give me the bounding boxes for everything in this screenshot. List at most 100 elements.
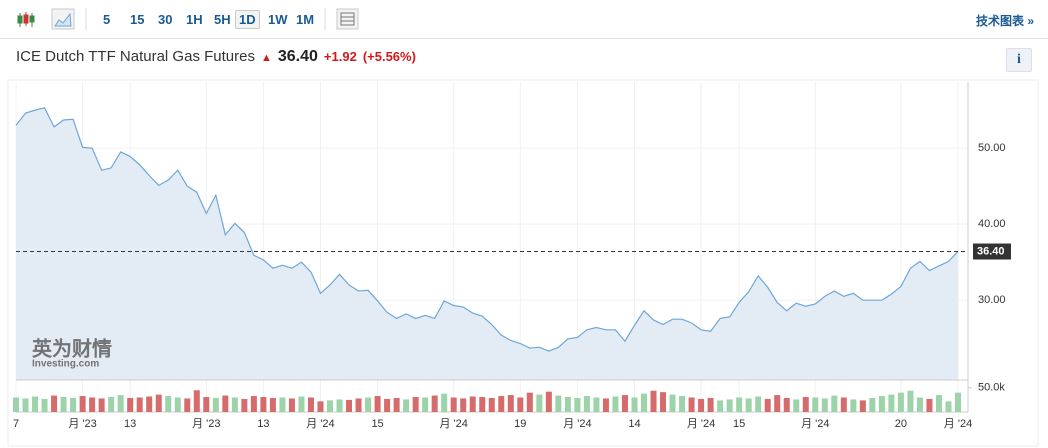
volume-bar [288, 398, 295, 412]
interval-button[interactable]: 5H [214, 12, 231, 27]
volume-bar [498, 396, 505, 412]
volume-bar [460, 398, 467, 412]
volume-bar [641, 393, 647, 412]
interval-button[interactable]: 5 [103, 12, 111, 27]
technical-chart-link[interactable]: 技术图表 » [975, 14, 1034, 28]
volume-bar [831, 395, 838, 412]
interval-button[interactable]: 1W [268, 12, 288, 27]
volume-bar [955, 392, 961, 412]
volume-bar [726, 399, 733, 412]
volume-bar [365, 397, 372, 412]
volume-bar [403, 399, 410, 412]
x-tick-label: 15 [733, 418, 745, 430]
toolbar-icons [17, 8, 359, 30]
x-tick-label: 月 '24 [944, 418, 972, 430]
x-tick-label: 月 '23 [192, 418, 220, 430]
volume-bar [89, 397, 96, 412]
volume-bar [13, 397, 19, 412]
volume-bar [698, 398, 705, 412]
watermark-brand: 英为财情 [32, 336, 112, 360]
y-tick-label: 50.00 [978, 142, 1006, 154]
chart-frame [7, 79, 1039, 447]
x-tick-label: 15 [371, 418, 383, 430]
volume-bar [850, 399, 857, 412]
volume-bar [250, 396, 257, 412]
volume-bar [935, 395, 942, 412]
volume-bar [346, 399, 353, 412]
interval-button[interactable]: 1H [186, 12, 203, 27]
volume-bar [184, 398, 191, 412]
volume-bar [669, 394, 676, 412]
volume-bar [526, 392, 533, 412]
volume-bar [212, 397, 219, 412]
volume-bar [783, 397, 790, 412]
volume-bar [441, 393, 448, 412]
info-button[interactable]: i [1006, 48, 1032, 72]
volume-bar [393, 397, 400, 412]
volume-bar [545, 391, 552, 412]
volume-bar [840, 397, 847, 412]
watermark-site: Investing.com [32, 359, 99, 370]
interval-button[interactable]: 30 [158, 12, 173, 27]
volume-bar [755, 396, 762, 412]
volume-bar [412, 397, 419, 412]
volume-bar [469, 396, 476, 412]
x-tick-label: 13 [124, 418, 136, 430]
volume-bar [279, 397, 286, 412]
volume-bar [878, 396, 885, 412]
volume-bar [802, 397, 809, 412]
volume-bar [745, 398, 752, 412]
volume-tick-label: 50.0k [978, 382, 1005, 394]
volume-bar [136, 397, 143, 412]
volume-bar [269, 397, 276, 412]
price: 36.40 [277, 48, 318, 65]
volume-bar [117, 395, 124, 412]
volume-bar [384, 398, 391, 412]
volume-bar [41, 398, 48, 412]
volume-bar [231, 397, 238, 412]
interval-button[interactable]: 1D [235, 10, 260, 29]
volume-bar [679, 396, 686, 412]
y-tick-label: 40.00 [978, 218, 1006, 230]
volume-bar [260, 397, 267, 412]
volume-bar [193, 390, 200, 412]
volume-bar [298, 396, 305, 412]
volume-bar [859, 400, 866, 412]
volume-bar [536, 394, 543, 412]
volume-bar [555, 395, 562, 412]
volume-bar [660, 392, 667, 412]
volume-bar [98, 398, 105, 412]
x-tick-label: 19 [514, 418, 526, 430]
volume-bar [79, 396, 86, 412]
volume-bar [707, 397, 714, 412]
instrument-title: ICE Dutch TTF Natural Gas Futures [16, 48, 255, 65]
volume-bar [374, 396, 381, 412]
volume-bar [422, 397, 429, 412]
volume-bar [203, 397, 210, 412]
volume-bar [612, 396, 619, 412]
last-price-label: 36.40 [977, 245, 1005, 257]
volume-bar [222, 395, 229, 412]
x-tick-label: 月 '24 [439, 418, 467, 430]
volume-bar [479, 397, 486, 412]
volume-bar [793, 399, 800, 412]
volume-bar [22, 398, 29, 412]
volume-bar [602, 398, 609, 412]
price-line [15, 107, 959, 352]
volume-bar [774, 395, 781, 412]
volume-bar [517, 397, 524, 412]
volume-bar [317, 401, 324, 412]
volume-bar [488, 397, 495, 412]
volume-bar [155, 394, 162, 412]
volume-bar [336, 399, 343, 412]
volume-bar [907, 390, 914, 412]
volume-bar [431, 395, 438, 412]
change: +1.92 [323, 49, 357, 64]
toolbar: 技术图表 » 5 15 30 1H 5H 1D 1W 1M [0, 0, 1048, 39]
x-tick-label: 月 '24 [801, 418, 829, 430]
interval-button[interactable]: 1M [296, 12, 315, 27]
x-tick-label: 月 '24 [563, 418, 591, 430]
volume-bar [127, 397, 134, 412]
interval-button[interactable]: 15 [130, 12, 145, 27]
